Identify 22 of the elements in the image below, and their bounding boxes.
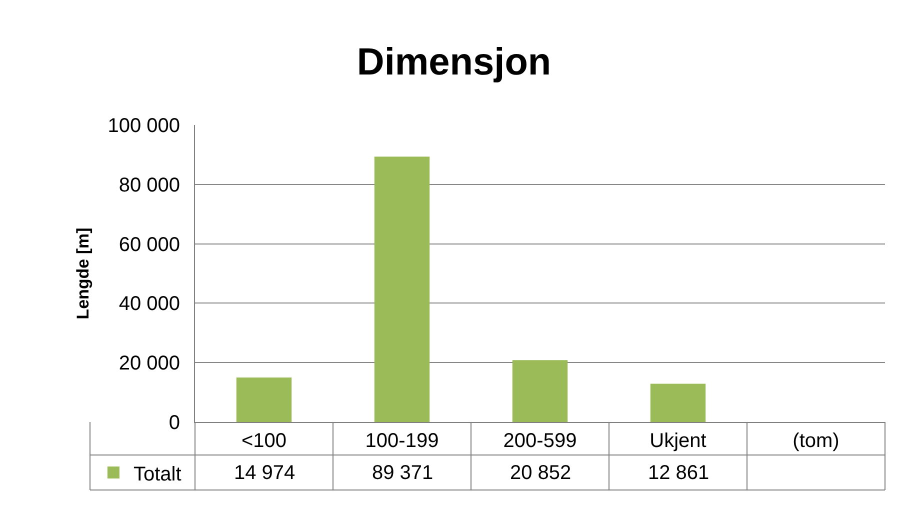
bar: [650, 384, 706, 422]
y-tick-label: 20 000: [118, 352, 180, 375]
data-label: 20 852: [510, 462, 572, 484]
data-label: 12 861: [648, 462, 710, 484]
data-label: 89 371: [372, 462, 434, 484]
chart-title: Dimensjon: [356, 42, 552, 84]
bar: [512, 360, 568, 422]
y-tick-label: 100 000: [108, 115, 180, 137]
x-tick-label: 100-199: [365, 430, 439, 452]
y-tick-label: 40 000: [118, 293, 180, 316]
y-tick-label: 60 000: [118, 234, 180, 256]
x-tick-label: <100: [241, 430, 287, 452]
x-tick-label: Ukjent: [650, 430, 707, 452]
x-tick-label: (tom): [792, 430, 840, 452]
y-tick-label: 0: [168, 412, 180, 434]
data-label: 14 974: [234, 462, 296, 484]
y-axis-title: Lengde [m]: [73, 228, 92, 320]
legend-label: Totalt: [133, 463, 182, 486]
bar: [236, 378, 292, 422]
y-tick-label: 80 000: [118, 174, 180, 196]
x-tick-label: 200-599: [503, 430, 577, 452]
bar: [374, 156, 430, 422]
